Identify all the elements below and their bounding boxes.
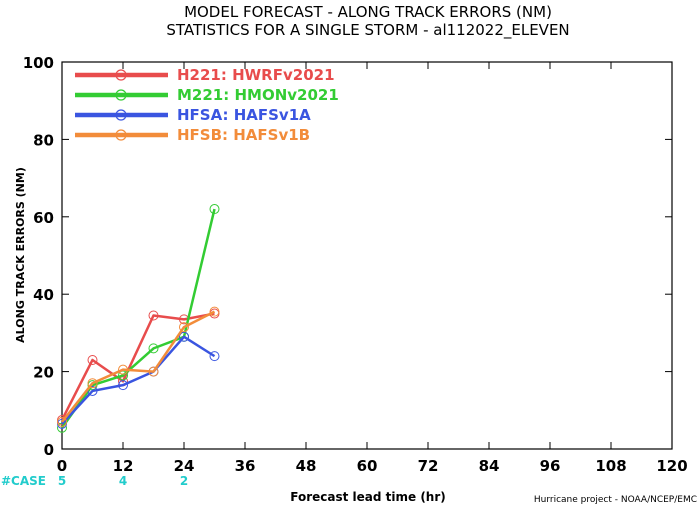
x-tick-label: 12 [113,457,134,475]
x-axis-label: Forecast lead time (hr) [290,490,446,504]
y-tick-label: 40 [33,286,54,304]
data-point [209,351,220,362]
x-tick-label: 24 [174,457,195,475]
legend-label: M221: HMONv2021 [177,86,339,104]
case-count: 4 [119,474,127,488]
data-point [209,204,220,215]
data-point [179,331,189,342]
data-point [148,366,159,377]
plot-frame [61,61,673,450]
y-tick-label: 20 [33,364,54,382]
legend-swatch-marker [115,89,127,101]
legend-swatch-marker [115,129,127,141]
x-tick-label: 84 [479,457,500,475]
series-0 [57,308,220,425]
series-line [60,312,215,421]
x-tick-label: 60 [357,457,378,475]
x-tick-label: 48 [296,457,317,475]
data-point [118,380,128,391]
legend-entry-1: M221: HMONv2021 [75,86,339,104]
x-tick-label: 0 [57,457,67,475]
x-tick-label: 96 [540,457,561,475]
x-tick-label: 120 [656,457,687,475]
data-point [57,416,67,427]
case-count: 5 [58,474,66,488]
y-axis-label: ALONG TRACK ERRORS (NM) [14,167,27,343]
legend-entry-3: HFSB: HAFSv1B [75,126,310,144]
data-point [87,385,98,396]
series-line [61,335,216,425]
data-point [118,364,128,375]
data-point [148,310,159,321]
y-tick-label: 60 [33,209,54,227]
data-point [148,343,159,354]
series-line [61,310,216,423]
x-tick-label: 108 [595,457,626,475]
legend-swatch-marker [115,69,127,81]
data-point [87,354,98,365]
legend-entry-0: H221: HWRFv2021 [75,66,335,84]
x-tick-label: 36 [235,457,256,475]
y-tick-label: 100 [23,54,54,72]
case-counts: 5 4 2 [58,474,188,488]
case-count: 2 [180,474,188,488]
series-line [60,208,216,429]
legend-label: H221: HWRFv2021 [177,66,335,84]
footer-credit: Hurricane project - NOAA/NCEP/EMC [534,495,697,505]
data-point [209,306,220,317]
legend-label: HFSB: HAFSv1B [177,126,310,144]
plot-axes: 0 12 24 36 48 60 72 84 96 108 120 0 20 40 60 80 100 [23,54,688,475]
case-label: #CASE [1,474,46,488]
y-tick-label: 80 [33,131,54,149]
series-3 [57,306,220,427]
legend-label: HFSA: HAFSv1A [177,106,311,124]
legend-swatch-marker [115,109,127,121]
y-tick-label: 0 [44,441,54,459]
x-tick-label: 72 [418,457,439,475]
data-point [179,322,189,333]
data-point [87,378,98,389]
chart-title: MODEL FORECAST - ALONG TRACK ERRORS (NM) [184,3,552,21]
series-layer [57,204,220,433]
legend: H221: HWRFv2021 M221: HMONv2021 HFSA: HAFS… [75,66,339,144]
series-1 [57,204,220,433]
chart-subtitle: STATISTICS FOR A SINGLE STORM - al112022… [166,21,569,40]
legend-entry-2: HFSA: HAFSv1A [75,106,311,124]
